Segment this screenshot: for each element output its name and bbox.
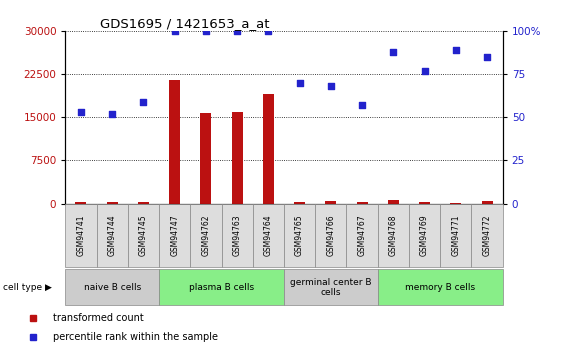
Text: GSM94766: GSM94766 [327, 215, 335, 256]
Point [108, 111, 117, 117]
Bar [190, 204, 222, 267]
Bar [388, 200, 399, 204]
Text: GDS1695 / 1421653_a_at: GDS1695 / 1421653_a_at [101, 17, 270, 30]
Text: GSM94741: GSM94741 [77, 215, 85, 256]
Point [76, 109, 86, 115]
Text: transformed count: transformed count [53, 313, 144, 323]
Point [264, 28, 273, 34]
Text: GSM94765: GSM94765 [295, 215, 304, 256]
Point [420, 68, 429, 73]
Point [233, 28, 242, 34]
Text: GSM94763: GSM94763 [233, 215, 241, 256]
Text: GSM94767: GSM94767 [358, 215, 366, 256]
Point [202, 28, 211, 34]
Bar [315, 204, 346, 267]
Point [326, 83, 335, 89]
Point [483, 54, 492, 60]
Bar [450, 203, 461, 204]
Bar [97, 204, 128, 267]
Text: GSM94745: GSM94745 [139, 215, 148, 256]
Bar [409, 204, 440, 267]
Text: GSM94744: GSM94744 [108, 215, 116, 256]
Bar [65, 269, 159, 305]
Text: GSM94769: GSM94769 [420, 215, 429, 256]
Bar [159, 204, 190, 267]
Bar [76, 203, 86, 204]
Point [295, 80, 304, 86]
Bar [107, 202, 118, 204]
Text: GSM94771: GSM94771 [452, 215, 460, 256]
Bar [284, 204, 315, 267]
Point [358, 102, 367, 108]
Text: GSM94747: GSM94747 [170, 215, 179, 256]
Text: GSM94772: GSM94772 [483, 215, 491, 256]
Text: GSM94764: GSM94764 [264, 215, 273, 256]
Text: memory B cells: memory B cells [405, 283, 475, 292]
Bar [294, 203, 305, 204]
Point [451, 47, 460, 53]
Bar [253, 204, 284, 267]
Text: germinal center B
cells: germinal center B cells [290, 277, 371, 297]
Point [139, 99, 148, 105]
Bar [284, 269, 378, 305]
Text: GSM94762: GSM94762 [202, 215, 210, 256]
Text: plasma B cells: plasma B cells [189, 283, 254, 292]
Bar [471, 204, 503, 267]
Text: cell type ▶: cell type ▶ [3, 283, 52, 292]
Bar [346, 204, 378, 267]
Point [170, 28, 179, 34]
Bar [357, 202, 367, 204]
Bar [440, 204, 471, 267]
Bar [138, 202, 149, 204]
Bar [482, 201, 492, 204]
Text: naive B cells: naive B cells [83, 283, 141, 292]
Bar [378, 204, 409, 267]
Bar [222, 204, 253, 267]
Text: GSM94768: GSM94768 [389, 215, 398, 256]
Bar [419, 202, 430, 204]
Bar [232, 111, 243, 204]
Bar [325, 201, 336, 204]
Bar [378, 269, 503, 305]
Text: percentile rank within the sample: percentile rank within the sample [53, 333, 218, 342]
Bar [159, 269, 284, 305]
Point [389, 49, 398, 55]
Bar [128, 204, 159, 267]
Bar [201, 113, 211, 204]
Bar [169, 80, 180, 204]
Bar [65, 204, 97, 267]
Bar [263, 94, 274, 204]
